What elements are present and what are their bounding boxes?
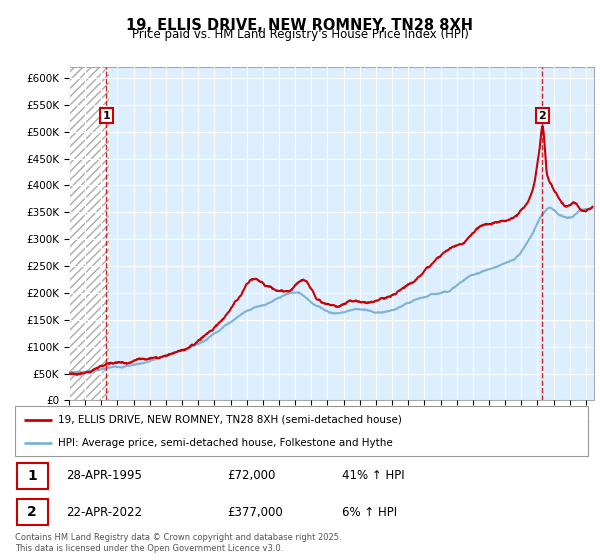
Text: 19, ELLIS DRIVE, NEW ROMNEY, TN28 8XH (semi-detached house): 19, ELLIS DRIVE, NEW ROMNEY, TN28 8XH (s…: [58, 414, 402, 424]
Text: 19, ELLIS DRIVE, NEW ROMNEY, TN28 8XH: 19, ELLIS DRIVE, NEW ROMNEY, TN28 8XH: [127, 18, 473, 33]
Text: HPI: Average price, semi-detached house, Folkestone and Hythe: HPI: Average price, semi-detached house,…: [58, 438, 393, 448]
Bar: [17, 463, 48, 489]
Text: £377,000: £377,000: [227, 506, 283, 519]
Text: £72,000: £72,000: [227, 469, 275, 482]
Text: 2: 2: [28, 505, 37, 519]
Text: 2: 2: [539, 110, 547, 120]
Text: 28-APR-1995: 28-APR-1995: [67, 469, 142, 482]
Text: Contains HM Land Registry data © Crown copyright and database right 2025.
This d: Contains HM Land Registry data © Crown c…: [15, 533, 341, 553]
Bar: [17, 499, 48, 525]
Text: 1: 1: [28, 469, 37, 483]
Text: 41% ↑ HPI: 41% ↑ HPI: [341, 469, 404, 482]
Bar: [69, 67, 109, 400]
Text: 1: 1: [103, 110, 110, 120]
Text: 6% ↑ HPI: 6% ↑ HPI: [341, 506, 397, 519]
Text: Price paid vs. HM Land Registry's House Price Index (HPI): Price paid vs. HM Land Registry's House …: [131, 28, 469, 41]
Text: 22-APR-2022: 22-APR-2022: [67, 506, 143, 519]
